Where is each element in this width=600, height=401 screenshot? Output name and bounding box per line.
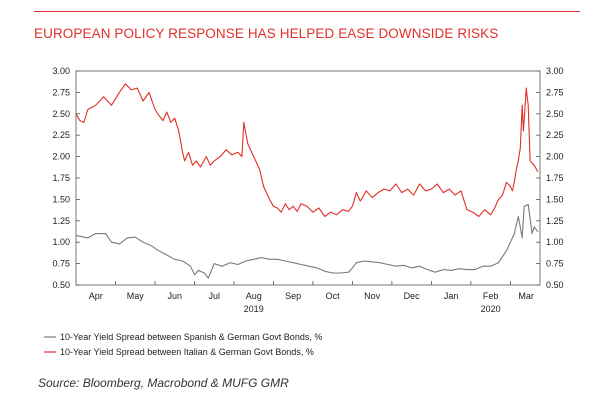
chart-title: EUROPEAN POLICY RESPONSE HAS HELPED EASE… — [34, 26, 499, 41]
y-tick-label-right: 1.00 — [546, 237, 564, 247]
y-tick-label-right: 1.75 — [546, 173, 564, 183]
y-tick-label-left: 1.50 — [52, 194, 70, 204]
series-line-italy — [75, 83, 539, 218]
y-tick-label-left: 2.25 — [52, 130, 70, 140]
x-tick-label: Feb — [483, 291, 499, 301]
y-tick-label-left: 0.75 — [52, 259, 70, 269]
y-tick-label-right: 2.50 — [546, 109, 564, 119]
y-tick-label-right: 2.25 — [546, 130, 564, 140]
y-tick-label-right: 1.50 — [546, 194, 564, 204]
x-tick-label: Mar — [518, 291, 534, 301]
x-year-label: 2019 — [244, 304, 264, 314]
x-tick-label: Sep — [285, 291, 301, 301]
x-tick-label: Oct — [326, 291, 341, 301]
x-tick-label: Jul — [208, 291, 220, 301]
y-tick-label-right: 3.00 — [546, 66, 564, 76]
source-note: Source: Bloomberg, Macrobond & MUFG GMR — [38, 376, 289, 390]
y-tick-label-left: 2.75 — [52, 87, 70, 97]
chart: 0.50 0.50 0.75 0.75 1.00 1.00 1.25 1.25 1.50 1.50… — [44, 66, 564, 357]
x-tick-label: Dec — [404, 291, 421, 301]
x-tick-label: May — [127, 291, 145, 301]
y-tick-label-left: 0.50 — [52, 280, 70, 290]
legend-label: 10-Year Yield Spread between Italian & G… — [60, 347, 314, 357]
header-rule — [34, 11, 580, 12]
y-tick-label-left: 1.25 — [52, 216, 70, 226]
axes: 0.50 0.50 0.75 0.75 1.00 1.00 1.25 1.25 1.50 1.50… — [52, 66, 563, 314]
x-tick-label: Apr — [89, 291, 103, 301]
series-line-spain — [75, 203, 539, 279]
legend-label: 10-Year Yield Spread between Spanish & G… — [60, 332, 322, 342]
x-year-label: 2020 — [481, 304, 501, 314]
y-tick-label-left: 1.75 — [52, 173, 70, 183]
plot-frame — [75, 70, 541, 286]
x-tick-label: Aug — [246, 291, 262, 301]
series-lines — [75, 83, 539, 279]
legend: 10-Year Yield Spread between Spanish & G… — [44, 332, 322, 357]
y-tick-label-left: 3.00 — [52, 66, 70, 76]
y-tick-label-left: 2.50 — [52, 109, 70, 119]
x-tick-label: Nov — [364, 291, 381, 301]
y-tick-label-right: 1.25 — [546, 216, 564, 226]
x-tick-label: Jan — [444, 291, 459, 301]
y-tick-label-right: 2.75 — [546, 87, 564, 97]
y-tick-label-left: 2.00 — [52, 152, 70, 162]
y-tick-label-left: 1.00 — [52, 237, 70, 247]
y-tick-label-right: 2.00 — [546, 152, 564, 162]
y-tick-label-right: 0.50 — [546, 280, 564, 290]
x-tick-label: Jun — [167, 291, 182, 301]
y-tick-label-right: 0.75 — [546, 259, 564, 269]
